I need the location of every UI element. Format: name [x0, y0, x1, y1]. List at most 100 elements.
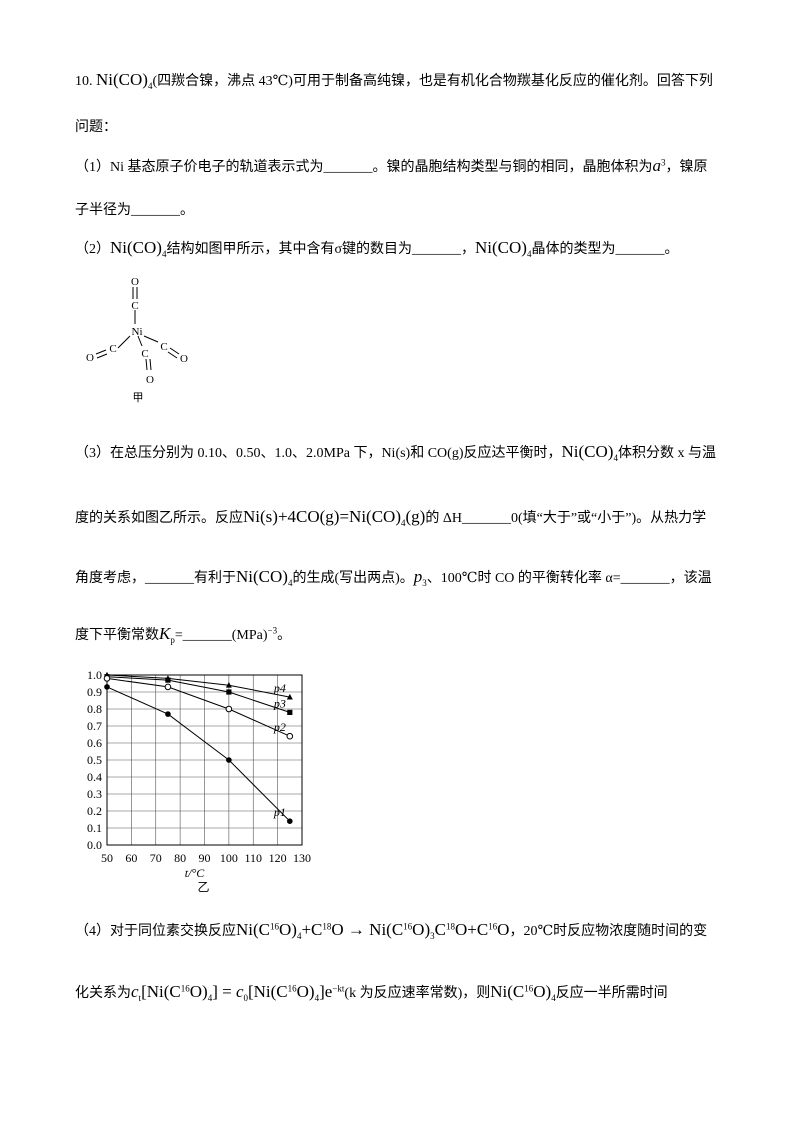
formula: Ni(CO) [110, 238, 162, 257]
formula: O) [296, 982, 315, 1001]
series-line [106, 676, 290, 713]
superscript: 16 [403, 921, 413, 932]
atom: O [86, 352, 94, 364]
text: 角度考虑，_______有利于 [75, 571, 236, 586]
text: = [174, 628, 183, 643]
marker [287, 818, 293, 824]
x-axis-label: t/°C [185, 866, 205, 880]
formula: Ni(C [236, 920, 270, 939]
formula: O) [412, 920, 431, 939]
text: （1）Ni 基态原子价电子的轨道表示式为_______。镍的晶胞结构类型与铜的相… [75, 160, 653, 175]
marker [225, 682, 232, 688]
series-label: p1 [273, 805, 286, 819]
text: （4）对于同位素交换反应 [75, 924, 236, 939]
line: 子半径为_______。 [75, 199, 194, 219]
plot-frame [106, 674, 303, 846]
formula: O) [279, 920, 297, 939]
caption: 甲 [133, 392, 144, 404]
text: ，20℃时反应物浓度随时间的变 [509, 924, 708, 939]
line: （1）Ni 基态原子价电子的轨道表示式为_______。镍的晶胞结构类型与铜的相… [75, 156, 708, 176]
text: 。 [277, 628, 292, 643]
atom: Ni [132, 326, 143, 338]
formula: Ni(CO) [561, 442, 614, 461]
caption: 乙 [197, 880, 209, 894]
symbol: c [235, 982, 244, 1001]
subscript: 4 [526, 248, 532, 259]
text: (四羰合镍，沸点 43℃)可用于制备高纯镍，也是有机化合物羰基化反应的催化剂。回… [152, 74, 713, 89]
line: （2）Ni(CO)4结构如图甲所示，其中含有σ键的数目为_______，Ni(C… [75, 238, 678, 259]
text: 、100℃时 CO 的平衡转化率 α=_______，该温 [426, 571, 712, 586]
text: 度的关系如图乙所示。反应 [75, 511, 243, 526]
marker [286, 693, 293, 700]
series-line [106, 686, 291, 822]
symbol: c [131, 982, 139, 1001]
marker [165, 711, 171, 717]
text: 化关系为 [75, 986, 131, 1001]
x-tick-label: 110 [244, 851, 262, 865]
series-line [106, 677, 291, 737]
text: 问题： [75, 120, 117, 135]
marker [287, 709, 293, 715]
subscript: 3 [422, 577, 427, 588]
y-tick-label: 0.7 [87, 719, 102, 733]
formula: Ni(CO) [236, 567, 288, 586]
text: 反应一半所需时间 [555, 986, 668, 1001]
y-tick-label: 0.1 [87, 821, 102, 835]
text: 子半径为_______。 [75, 203, 194, 218]
atom: O [146, 374, 154, 386]
subscript: 4 [314, 992, 320, 1003]
superscript: 16 [524, 983, 534, 994]
text: 体积分数 x 与温 [617, 446, 716, 461]
x-tick-label: 90 [199, 851, 211, 865]
formula: [Ni(C [247, 982, 288, 1001]
y-tick-label: 0.0 [87, 838, 102, 852]
superscript: 3 [661, 157, 666, 168]
subscript: 4 [613, 452, 618, 463]
text: (k 为反应速率常数)，则 [344, 986, 491, 1001]
line: （4）对于同位素交换反应Ni(C16O)4+C18O → Ni(C16O)3C1… [75, 920, 707, 941]
atom: C [109, 343, 116, 355]
formula: (g) [405, 507, 426, 526]
line: 问题： [75, 116, 117, 136]
line: 度的关系如图乙所示。反应Ni(s)+4CO(g)=Ni(CO)4(g)的 ΔH_… [75, 507, 706, 528]
text: ，镍原 [665, 160, 708, 175]
chart: 0.0 0.1 0.2 0.3 0.4 0.5 0.6 0.7 0.8 0.9 1.0 50 60 70 8… [87, 668, 311, 894]
y-tick-label: 0.6 [87, 736, 102, 750]
symbol: p [413, 567, 423, 586]
x-tick-label: 100 [220, 851, 238, 865]
atom: C [131, 300, 138, 312]
text: 度下平衡常数 [75, 628, 159, 643]
text: （2） [75, 242, 110, 257]
formula: O) [533, 982, 552, 1001]
series-label: p3 [273, 696, 286, 710]
formula: Ni(s)+4CO(g)=Ni(CO) [243, 507, 401, 526]
superscript: 16 [287, 983, 297, 994]
y-tick-label: 0.5 [87, 753, 102, 767]
atom: C [141, 348, 148, 360]
superscript: −3 [267, 625, 278, 636]
superscript: −kt [332, 983, 345, 994]
marker [164, 683, 172, 691]
text: 结构如图甲所示，其中含有σ键的数目为_______， [166, 242, 475, 257]
marker [225, 705, 233, 713]
x-tick-label: 120 [269, 851, 287, 865]
symbol: K [159, 624, 171, 643]
text: 10. [75, 74, 93, 89]
formula: Ni(C [490, 982, 525, 1001]
y-tick-label: 0.2 [87, 804, 102, 818]
y-tick-label: 0.9 [87, 685, 102, 699]
marker [286, 732, 294, 740]
text: 晶体的类型为_______。 [531, 242, 679, 257]
symbol: a [652, 156, 662, 175]
atom: O [180, 353, 188, 365]
line: 10. Ni(CO)4(四羰合镍，沸点 43℃)可用于制备高纯镍，也是有机化合物… [75, 70, 713, 91]
formula: O+C [454, 920, 489, 939]
subscript: p [170, 634, 175, 645]
series-label: p4 [273, 681, 286, 695]
x-tick-label: 50 [101, 851, 113, 865]
line: 角度考虑，_______有利于Ni(CO)4的生成(写出两点)。p3、100℃时… [75, 567, 712, 588]
formula: O) [189, 982, 208, 1001]
formula: Ni(CO) [96, 70, 148, 89]
y-tick-label: 0.3 [87, 787, 102, 801]
marker [226, 757, 232, 763]
